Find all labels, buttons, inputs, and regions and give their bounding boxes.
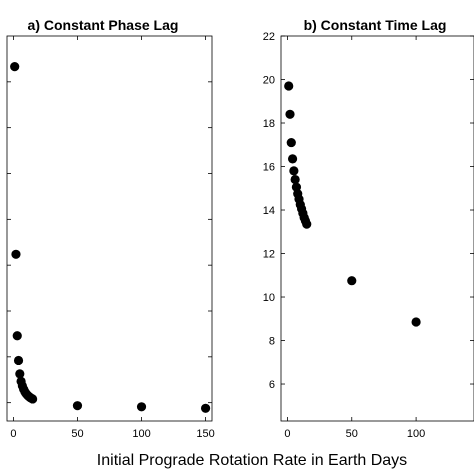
panel-b-xtick-label: 50 [346, 428, 358, 440]
panel-a-data-point [11, 249, 21, 259]
panel-b-data-point [302, 219, 312, 229]
panel-b-data-point [290, 174, 300, 185]
panel-b-ytick-label: 18 [263, 118, 275, 130]
panel-b-data-point [284, 81, 294, 91]
panel-a-frame [6, 35, 213, 422]
panel-a-data-point [12, 331, 22, 341]
panel-b-data-point [411, 317, 421, 327]
panel-a-xtick-label: 100 [132, 428, 150, 440]
panel-a-data-point [13, 355, 24, 366]
panel-a-xtick-label: 150 [196, 428, 214, 440]
panel-b-xtick-label: 0 [284, 428, 290, 440]
panel-a-xtick-label: 50 [71, 428, 83, 440]
panel-b-ytick-label: 8 [269, 336, 275, 348]
panel-a-title: a) Constant Phase Lag [28, 17, 179, 33]
panel-a-data-point [200, 403, 211, 413]
panel-a-data-point [28, 394, 38, 404]
panel-a-data-point [10, 62, 20, 72]
panel-b-frame [280, 35, 474, 422]
panel-a-data-point [136, 402, 147, 412]
panel-b-ytick-label: 10 [263, 292, 275, 304]
panel-b-data-point [347, 276, 357, 286]
panel-b-ytick-label: 20 [263, 75, 275, 87]
panel-b-data-point [287, 154, 298, 164]
x-axis-label: Initial Prograde Rotation Rate in Earth … [97, 452, 407, 469]
panel-b-ytick-label: 12 [263, 249, 275, 261]
panel-a-data-point [15, 369, 25, 379]
panel-b-ytick-label: 22 [263, 31, 275, 43]
panel-b-data-point [285, 109, 295, 119]
panel-b-ytick-label: 16 [263, 162, 275, 174]
panel-a-data-point [72, 401, 83, 411]
panel-b-data-point [286, 137, 296, 148]
panel-b-xtick-label: 100 [407, 428, 425, 440]
panel-b-ytick-label: 14 [263, 205, 275, 217]
panel-b-data-point [289, 166, 299, 176]
panel-b-ytick-label: 6 [269, 379, 275, 391]
panel-a-xtick-label: 0 [10, 428, 16, 440]
panel-b-plot: 0 50 100 6 8 10 12 14 16 18 20 22 [263, 31, 474, 440]
panel-b-title: b) Constant Time Lag [304, 17, 447, 33]
panel-a-plot: 0 50 100 150 [6, 35, 215, 440]
